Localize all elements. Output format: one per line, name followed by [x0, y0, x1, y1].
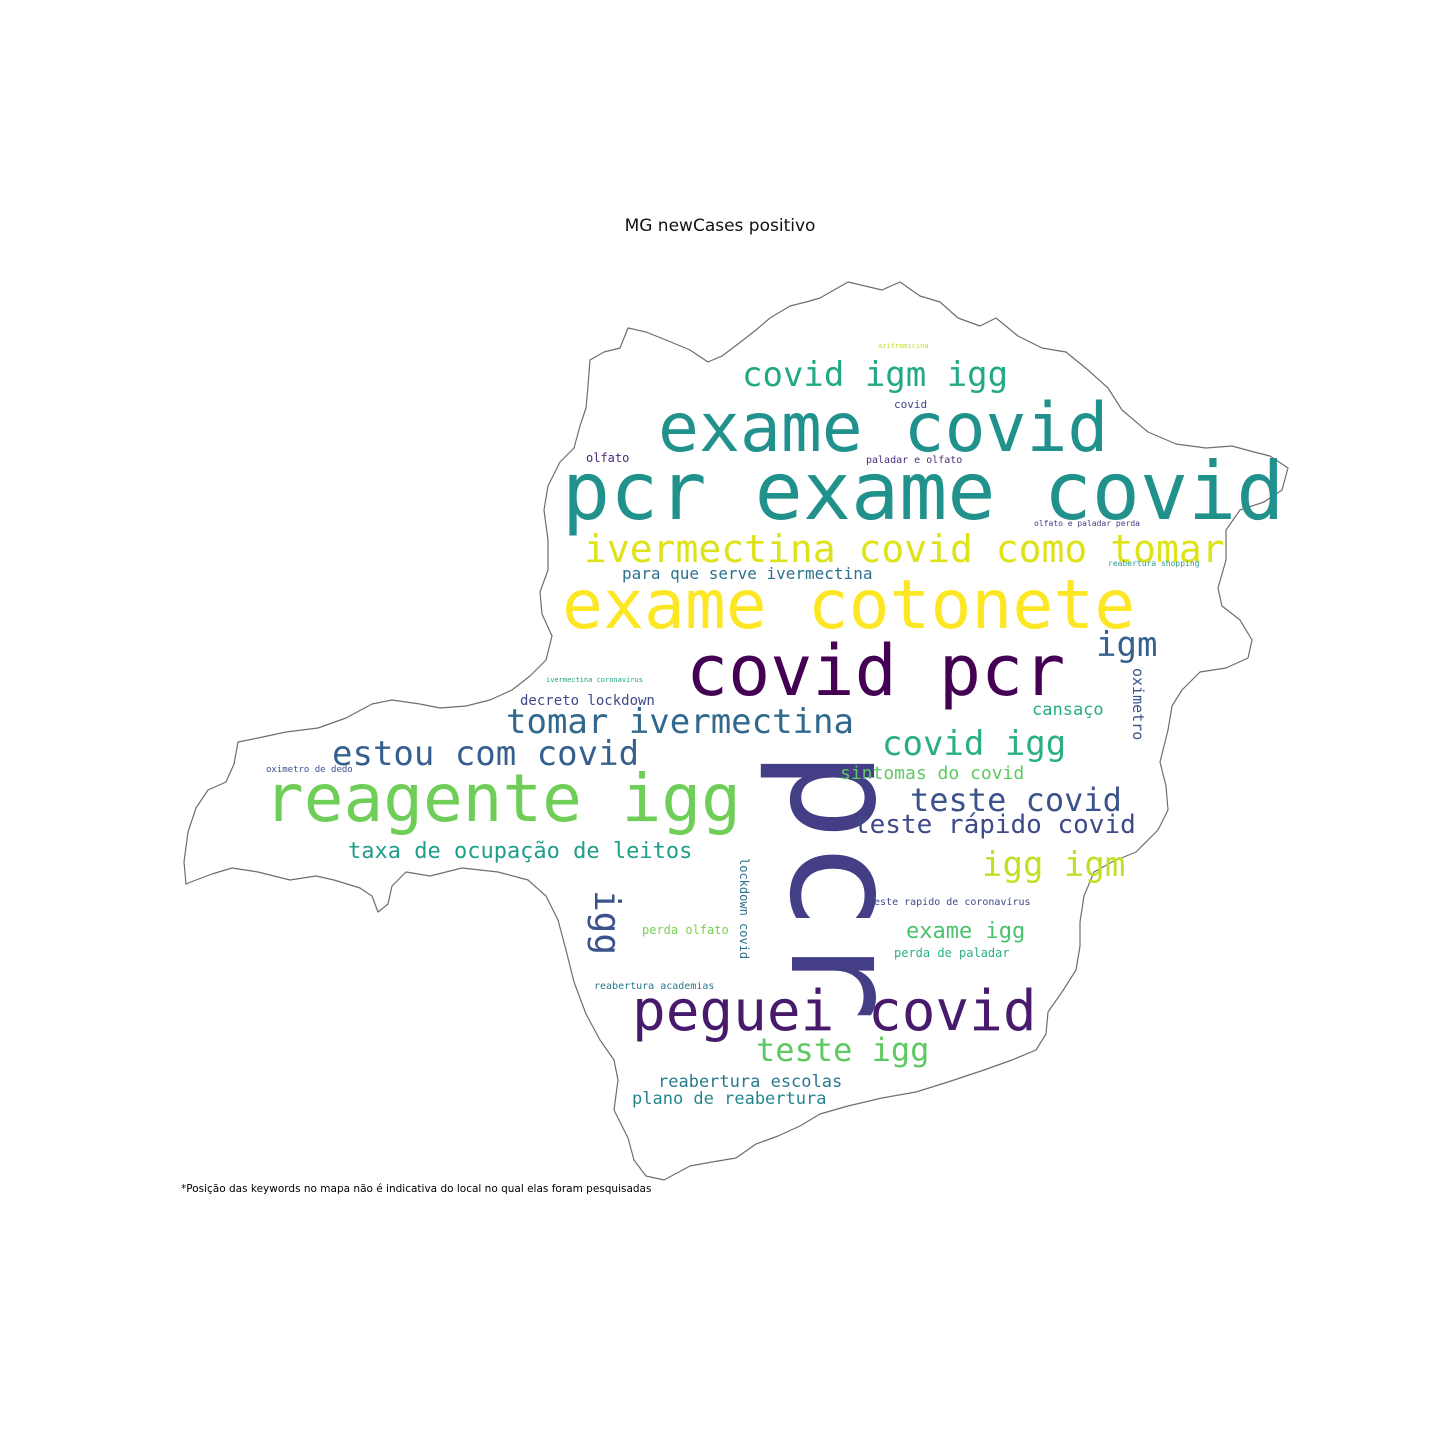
keyword-igg: igg — [586, 890, 627, 956]
keyword-teste-rapido-de-coronavirus: teste rapido de coronavírus — [868, 897, 1031, 908]
keyword-teste-rapido-covid: teste rápido covid — [854, 810, 1136, 840]
keyword-oximetro: oximetro — [1129, 668, 1147, 741]
keyword-azitromicina: azitromicina — [878, 342, 929, 350]
keyword-reagente-igg: reagente igg — [264, 760, 741, 837]
keyword-covid-igm-igg: covid igm igg — [742, 355, 1009, 395]
keyword-reabertura-academias: reabertura academias — [594, 981, 715, 992]
keyword-ivermectina-covid-como-tomar: ivermectina covid como tomar — [584, 527, 1225, 571]
keyword-peguei-covid: peguei covid — [632, 979, 1037, 1044]
keyword-plano-de-reabertura: plano de reabertura — [632, 1089, 827, 1109]
keyword-pcr: pcr — [756, 750, 930, 1021]
keyword-igm: igm — [1096, 625, 1158, 665]
keyword-taxa-de-ocupacao-de-leitos: taxa de ocupação de leitos — [348, 839, 693, 864]
keyword-perda-de-paladar: perda de paladar — [894, 946, 1010, 960]
keyword-tomar-ivermectina: tomar ivermectina — [506, 702, 854, 742]
keyword-estou-com-covid: estou com covid — [332, 734, 640, 774]
figure-title: MG newCases positivo — [624, 216, 816, 236]
keyword-teste-igg: teste igg — [756, 1031, 930, 1069]
keyword-covid: covid — [894, 398, 928, 411]
keyword-cansaco: cansaço — [1032, 700, 1104, 720]
keyword-paladar-e-olfato: paladar e olfato — [866, 455, 963, 466]
keyword-reabertura-shopping: reabertura shopping — [1108, 559, 1200, 568]
keyword-decreto-lockdown: decreto lockdown — [520, 693, 655, 709]
keyword-para-que-serve-ivermectina: para que serve ivermectina — [622, 564, 873, 583]
keyword-covid-igg: covid igg — [882, 724, 1067, 764]
keyword-oximetro-de-dedo: oximetro de dedo — [266, 765, 353, 775]
keyword-perda-olfato: perda olfato — [642, 923, 729, 937]
keyword-covid-pcr: covid pcr — [686, 630, 1066, 712]
keyword-sintomas-do-covid: sintomas do covid — [840, 763, 1025, 784]
footnote: *Posição das keywords no mapa não é indi… — [181, 1183, 652, 1195]
keyword-ivermectina-coronavirus: ivermectina coronavirus — [546, 676, 643, 684]
keyword-reabertura-escolas: reabertura escolas — [658, 1072, 843, 1092]
keyword-teste-covid: teste covid — [910, 781, 1122, 819]
keyword-lockdown-covid: lockdown covid — [737, 858, 751, 960]
keyword-igg-igm: igg igm — [982, 845, 1126, 885]
keyword-exame-covid: exame covid — [658, 389, 1109, 468]
keyword-exame-igg: exame igg — [906, 919, 1026, 944]
keyword-exame-cotonete: exame cotonete — [562, 566, 1136, 645]
keyword-olfato: olfato — [586, 451, 630, 465]
keyword-olfato-e-paladar-perda: olfato e paladar perda — [1034, 519, 1140, 528]
keyword-pcr-exame-covid: pcr exame covid — [562, 445, 1285, 538]
